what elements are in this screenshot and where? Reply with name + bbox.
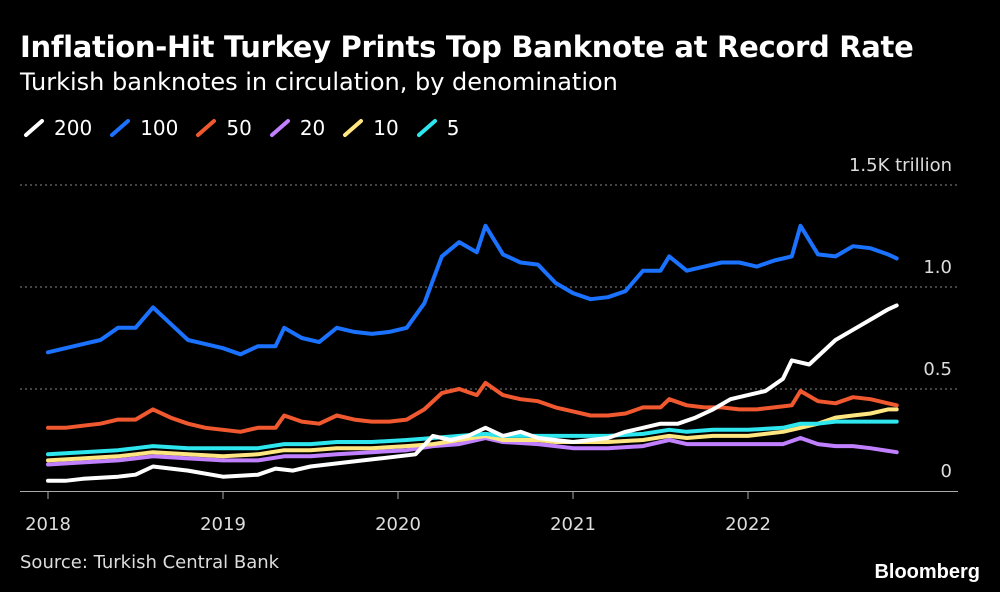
legend-swatch-20 — [269, 119, 290, 137]
legend-label-200: 200 — [54, 116, 93, 140]
legend-item-10: 10 — [341, 116, 399, 140]
legend-swatch-50 — [196, 119, 217, 137]
y-tick-label: 1.0 — [923, 257, 952, 278]
y-tick-label: 0.5 — [923, 359, 952, 380]
x-tick-label: 2021 — [550, 514, 596, 535]
legend-label-100: 100 — [140, 116, 179, 140]
y-tick-label: 0 — [941, 461, 952, 482]
legend-label-5: 5 — [446, 116, 460, 140]
legend-item-100: 100 — [108, 116, 178, 140]
legend-swatch-100 — [110, 119, 131, 137]
legend-item-200: 200 — [22, 116, 92, 140]
x-tick-label: 2018 — [25, 514, 71, 535]
series-line-200 — [46, 303, 899, 483]
legend-label-50: 50 — [226, 116, 252, 140]
series-line-10 — [46, 407, 899, 463]
series-line-50 — [46, 380, 899, 434]
x-tick-label: 2022 — [725, 514, 771, 535]
legend: 200 100 50 20 10 5 — [22, 116, 459, 140]
x-tick-label: 2020 — [375, 514, 421, 535]
legend-item-5: 5 — [415, 116, 460, 140]
series-line-100 — [46, 223, 899, 357]
chart-title: Inflation-Hit Turkey Prints Top Banknote… — [20, 30, 914, 64]
legend-item-50: 50 — [194, 116, 252, 140]
source-note: Source: Turkish Central Bank — [20, 552, 280, 573]
legend-swatch-200 — [24, 119, 44, 137]
legend-label-10: 10 — [373, 116, 399, 140]
chart-subtitle: Turkish banknotes in circulation, by den… — [20, 68, 618, 96]
legend-swatch-5 — [416, 119, 437, 137]
legend-swatch-10 — [343, 119, 364, 137]
y-tick-label: 1.5K trillion — [849, 155, 952, 176]
x-tick-label: 2019 — [200, 514, 246, 535]
legend-label-20: 20 — [299, 116, 326, 140]
series-line-20 — [46, 436, 899, 467]
legend-item-20: 20 — [268, 116, 325, 140]
bloomberg-logo: Bloomberg — [874, 561, 980, 583]
